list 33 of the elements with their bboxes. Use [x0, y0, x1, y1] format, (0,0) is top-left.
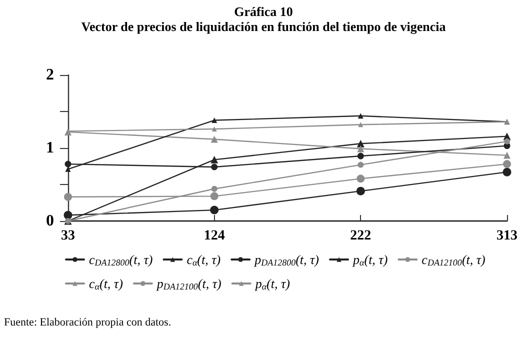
- point: [210, 192, 218, 200]
- x-tick-label: 33: [61, 228, 75, 244]
- point: [64, 192, 72, 201]
- point: [357, 145, 364, 152]
- point: [504, 138, 510, 144]
- point: [212, 118, 218, 124]
- point: [211, 164, 218, 170]
- point: [64, 160, 72, 168]
- point: [503, 160, 511, 168]
- point: [502, 168, 512, 176]
- point: [210, 136, 218, 143]
- point: [64, 210, 72, 220]
- point: [358, 122, 364, 128]
- y-tick-label: 0: [46, 212, 54, 230]
- chart-subtitle: Vector de precios de liquidación en función del tiempo de vigencia: [81, 19, 446, 34]
- x-tick-label: 222: [350, 228, 372, 244]
- point: [210, 206, 219, 214]
- point: [212, 126, 217, 132]
- point: [211, 186, 218, 192]
- point: [357, 152, 364, 160]
- chart-title: Gráfica 10: [234, 4, 293, 19]
- point: [504, 152, 510, 159]
- point: [356, 174, 365, 183]
- source-note: Fuente: Elaboración propia con datos.: [4, 316, 172, 328]
- point: [358, 113, 364, 119]
- y-tick-label: 1: [46, 140, 54, 156]
- point: [210, 156, 218, 164]
- x-tick-label: 313: [496, 228, 518, 244]
- point: [356, 140, 364, 148]
- point: [356, 186, 365, 196]
- y-tick-label: 2: [46, 66, 54, 84]
- point: [358, 162, 364, 168]
- x-tick-label: 124: [204, 228, 225, 244]
